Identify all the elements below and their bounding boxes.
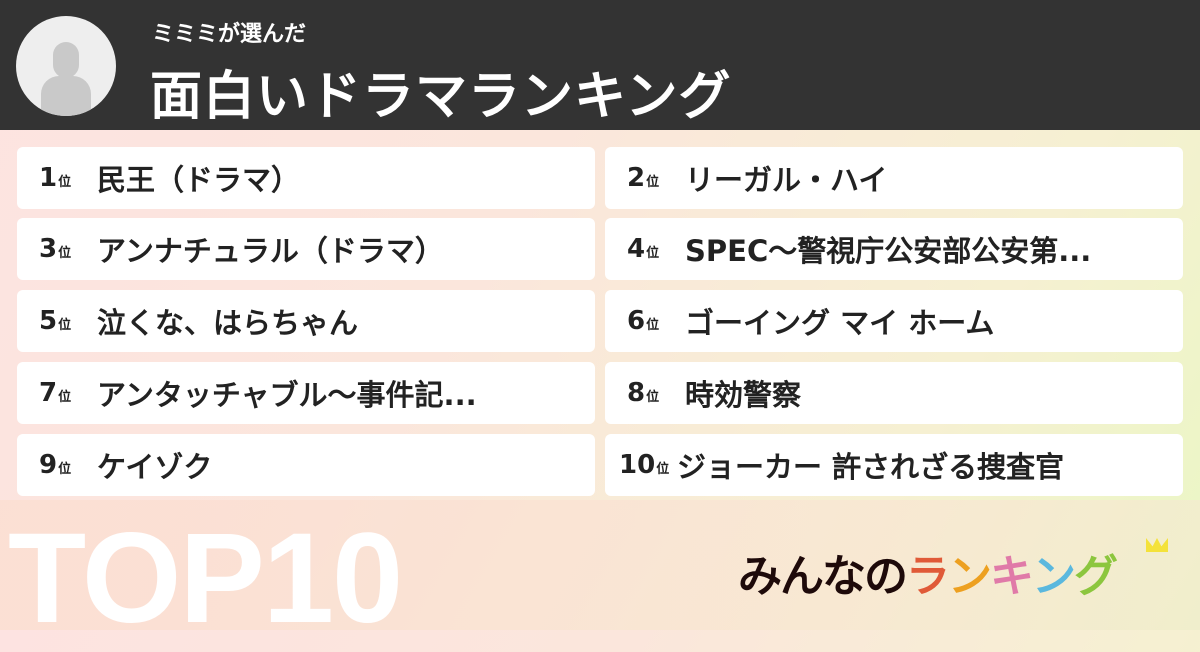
user-avatar[interactable] xyxy=(16,16,116,116)
ranking-item[interactable]: 9 位ケイゾク xyxy=(17,434,595,496)
ranking-item[interactable]: 1 位民王（ドラマ） xyxy=(17,147,595,209)
item-name: リーガル・ハイ xyxy=(685,163,888,197)
logo-part: ラ xyxy=(906,551,950,602)
item-name: ゴーイング マイ ホーム xyxy=(685,306,995,340)
rank-suffix: 位 xyxy=(58,390,72,405)
ranking-item[interactable]: 5 位泣くな、はらちゃん xyxy=(17,290,595,352)
rank-number: 10 位 xyxy=(619,450,670,480)
top10-badge: TOP10 xyxy=(8,507,403,650)
site-logo: みんなのランキング xyxy=(738,540,1118,604)
ranking-item[interactable]: 8 位時効警察 xyxy=(605,362,1183,424)
rank-suffix: 位 xyxy=(646,318,660,333)
rank-suffix: 位 xyxy=(646,390,660,405)
item-name: 時効警察 xyxy=(685,378,802,412)
logo-part: みんなの xyxy=(738,551,908,602)
item-name: アンナチュラル（ドラマ） xyxy=(97,234,444,268)
logo-part: ン xyxy=(1032,551,1076,602)
rank-suffix: 位 xyxy=(58,175,72,190)
logo-part: グ xyxy=(1074,551,1118,602)
item-name: ジョーカー 許されざる捜査官 xyxy=(677,450,1065,484)
avatar-body xyxy=(41,76,91,116)
item-name: 民王（ドラマ） xyxy=(97,163,301,197)
ranking-item[interactable]: 4 位 SPEC～警視庁公安部公安第... xyxy=(605,218,1183,280)
header: ミミミが選んだ 面白いドラマランキング xyxy=(0,0,1200,130)
rank-suffix: 位 xyxy=(646,175,660,190)
rank-suffix: 位 xyxy=(58,246,72,261)
rank-suffix: 位 xyxy=(58,462,72,477)
ranking-item[interactable]: 10 位ジョーカー 許されざる捜査官 xyxy=(605,434,1183,496)
rank-suffix: 位 xyxy=(646,246,660,261)
ranking-item[interactable]: 7 位アンタッチャブル～事件記... xyxy=(17,362,595,424)
item-name: SPEC～警視庁公安部公安第... xyxy=(685,234,1092,268)
ranking-item[interactable]: 3 位アンナチュラル（ドラマ） xyxy=(17,218,595,280)
page-title: 面白いドラマランキング xyxy=(150,67,732,127)
rank-suffix: 位 xyxy=(656,462,670,477)
ranking-item[interactable]: 6 位ゴーイング マイ ホーム xyxy=(605,290,1183,352)
rank-suffix: 位 xyxy=(58,318,72,333)
item-name: ケイゾク xyxy=(97,450,213,484)
ranking-item[interactable]: 2 位リーガル・ハイ xyxy=(605,147,1183,209)
item-name: アンタッチャブル～事件記... xyxy=(97,378,477,412)
bottom-background xyxy=(0,500,1200,630)
avatar-head xyxy=(53,42,79,78)
logo-part: キ xyxy=(990,551,1034,602)
logo-part: ン xyxy=(948,551,992,602)
item-name: 泣くな、はらちゃん xyxy=(97,306,359,340)
page-subtitle: ミミミが選んだ xyxy=(152,22,307,47)
